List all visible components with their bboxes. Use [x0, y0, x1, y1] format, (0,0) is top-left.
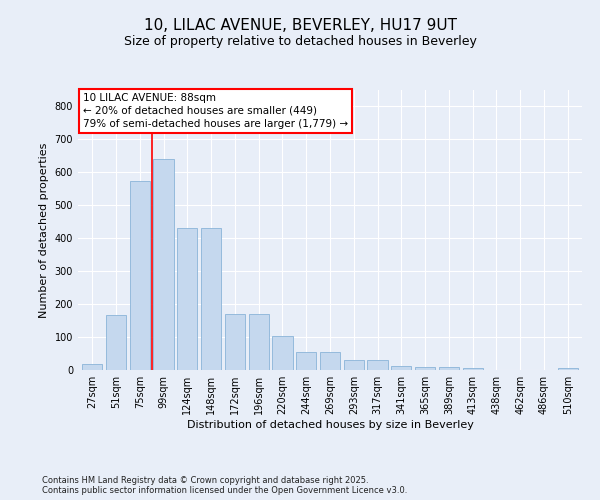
Text: Contains HM Land Registry data © Crown copyright and database right 2025.
Contai: Contains HM Land Registry data © Crown c… [42, 476, 407, 495]
Bar [415, 366, 435, 370]
Bar [367, 360, 388, 370]
Bar [201, 228, 221, 370]
Bar [130, 180, 150, 370]
Bar [320, 352, 340, 370]
Bar [557, 368, 578, 370]
X-axis label: Distribution of detached houses by size in Beverley: Distribution of detached houses by size … [187, 420, 473, 430]
Bar [82, 364, 103, 370]
Bar [439, 366, 459, 370]
Bar [272, 336, 293, 370]
Bar [154, 159, 173, 370]
Bar [248, 314, 269, 370]
Y-axis label: Number of detached properties: Number of detached properties [39, 142, 49, 318]
Bar [344, 360, 364, 370]
Text: Size of property relative to detached houses in Beverley: Size of property relative to detached ho… [124, 35, 476, 48]
Bar [225, 314, 245, 370]
Bar [463, 368, 483, 370]
Bar [106, 314, 126, 370]
Bar [177, 228, 197, 370]
Text: 10 LILAC AVENUE: 88sqm
← 20% of detached houses are smaller (449)
79% of semi-de: 10 LILAC AVENUE: 88sqm ← 20% of detached… [83, 93, 348, 129]
Bar [391, 366, 412, 370]
Bar [296, 352, 316, 370]
Text: 10, LILAC AVENUE, BEVERLEY, HU17 9UT: 10, LILAC AVENUE, BEVERLEY, HU17 9UT [143, 18, 457, 32]
